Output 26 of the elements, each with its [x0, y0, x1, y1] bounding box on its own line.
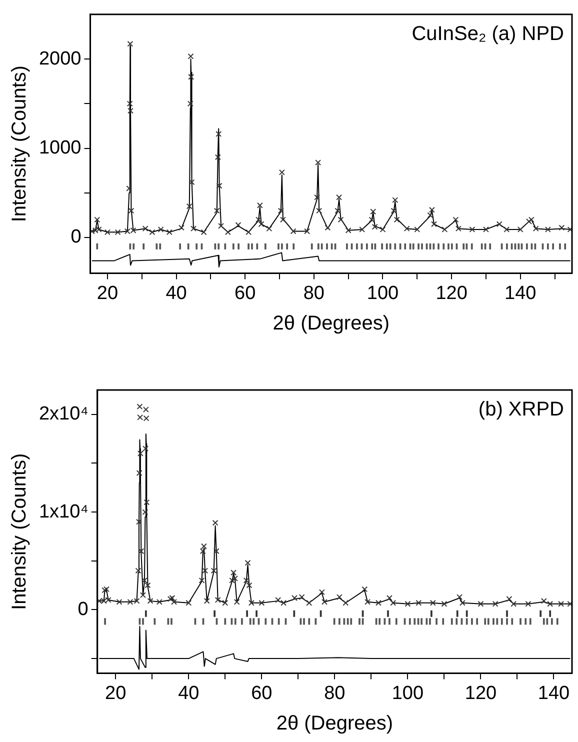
x-tick-label: 60 [251, 682, 272, 704]
y-tick-label: 1000 [38, 137, 82, 158]
x-tick-label: 80 [303, 282, 324, 304]
x-axis-title: 2θ (Degrees) [272, 312, 390, 335]
x-tick-label: 60 [234, 282, 256, 304]
x-tick-label: 40 [166, 282, 187, 304]
y-tick-label: 0 [70, 226, 82, 248]
y-axis-title: Intensity (Counts) [8, 453, 31, 610]
y-tick-label: 2x10⁴ [38, 404, 88, 425]
annotation: (b) XRPD [478, 398, 564, 421]
y-tick-label: 2000 [38, 48, 82, 70]
x-tick-label: 100 [392, 682, 424, 704]
x-tick-label: 80 [324, 682, 346, 704]
x-tick-label: 20 [96, 282, 118, 304]
x-tick-label: 120 [464, 682, 497, 704]
annotation: CuInSe₂ (a) NPD [412, 22, 564, 45]
x-tick-label: 20 [105, 682, 126, 704]
x-tick-label: 100 [366, 282, 399, 304]
x-tick-label: 40 [178, 682, 200, 704]
y-tick-label: 1x10⁴ [38, 501, 88, 522]
x-tick-label: 140 [504, 282, 536, 304]
y-tick-label: 0 [78, 598, 88, 620]
x-tick-label: 140 [538, 682, 570, 704]
x-tick-label: 120 [436, 282, 468, 304]
y-axis-title: Intensity (Counts) [8, 65, 31, 222]
x-axis-title: 2θ (Degrees) [276, 712, 394, 735]
